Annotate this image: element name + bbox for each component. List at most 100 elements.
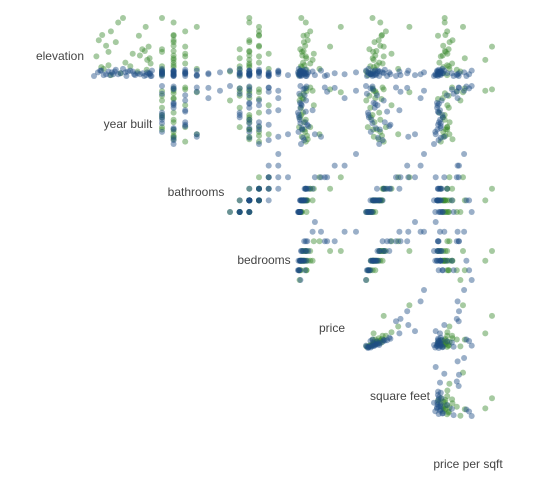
data-point [182, 108, 189, 115]
data-point [236, 197, 243, 204]
data-point [437, 228, 443, 235]
data-point [466, 267, 473, 274]
data-point [193, 72, 200, 79]
scatter-cell [431, 151, 495, 215]
data-point [365, 70, 372, 77]
data-point [434, 126, 441, 133]
data-point [370, 86, 377, 93]
data-point [455, 238, 462, 245]
data-point [182, 86, 189, 93]
data-point [236, 55, 243, 62]
data-point [300, 257, 307, 264]
data-point [444, 332, 451, 339]
data-point [303, 83, 310, 90]
data-point [448, 70, 455, 77]
data-point [434, 108, 441, 115]
data-point [434, 197, 441, 204]
data-point [363, 277, 369, 283]
data-point [170, 128, 177, 135]
data-point [304, 37, 311, 44]
data-point [454, 358, 461, 365]
data-point [236, 88, 243, 95]
data-point [370, 126, 377, 133]
data-point [445, 63, 452, 70]
data-point [298, 257, 305, 264]
data-point [457, 412, 464, 419]
data-point [435, 71, 442, 78]
data-point [303, 73, 310, 79]
var-label-square-feet: square feet [370, 389, 431, 403]
data-point [256, 138, 262, 145]
data-point [434, 197, 440, 204]
data-point [170, 141, 177, 147]
data-point [371, 197, 378, 204]
data-point [370, 257, 377, 264]
data-point [309, 185, 316, 192]
data-point [302, 185, 309, 192]
data-point [387, 185, 394, 192]
data-point [441, 370, 448, 377]
data-point [265, 131, 272, 138]
data-point [300, 257, 307, 264]
data-point [444, 329, 451, 336]
data-point [170, 39, 177, 46]
data-point [437, 407, 444, 414]
data-point [316, 238, 323, 245]
data-point [182, 84, 189, 91]
data-point [453, 315, 460, 322]
data-point [438, 336, 445, 343]
data-point [297, 70, 304, 77]
data-point [372, 71, 379, 78]
data-point [489, 312, 495, 319]
data-point [182, 53, 189, 60]
data-point [449, 257, 456, 264]
data-point [380, 248, 387, 254]
data-point [299, 68, 306, 75]
data-point [159, 48, 165, 55]
data-point [246, 209, 253, 215]
data-point [256, 197, 262, 204]
data-point [440, 128, 447, 135]
data-point [466, 338, 473, 344]
data-point [170, 71, 177, 78]
data-point [265, 88, 272, 95]
data-point [435, 257, 442, 264]
data-point [265, 137, 272, 144]
data-point [482, 330, 489, 337]
data-point [370, 257, 377, 264]
data-point [441, 19, 448, 26]
data-point [170, 96, 177, 102]
data-point [373, 339, 380, 346]
scatter-cell [227, 15, 291, 79]
data-point [321, 238, 328, 245]
data-point [463, 336, 470, 343]
data-point [159, 15, 165, 21]
data-point [217, 69, 223, 76]
data-point [159, 116, 165, 123]
data-point [446, 339, 453, 346]
data-point [303, 185, 310, 192]
data-point [444, 209, 451, 215]
data-point [296, 277, 303, 283]
data-point [442, 257, 449, 264]
data-point [296, 97, 303, 104]
data-point [304, 197, 310, 204]
data-point [435, 248, 441, 254]
data-point [435, 388, 442, 395]
data-point [435, 71, 442, 78]
data-point [298, 71, 305, 78]
data-point [439, 209, 446, 215]
data-point [246, 71, 253, 78]
data-point [437, 68, 443, 75]
data-point [134, 68, 141, 75]
data-point [463, 197, 470, 204]
scatter-cell [363, 151, 427, 215]
data-point [446, 197, 453, 204]
data-point [370, 197, 377, 204]
data-point [439, 95, 446, 102]
data-point [265, 84, 272, 91]
data-point [159, 114, 165, 121]
scatter-cell [227, 151, 291, 215]
data-point [466, 408, 473, 415]
data-point [365, 209, 371, 215]
